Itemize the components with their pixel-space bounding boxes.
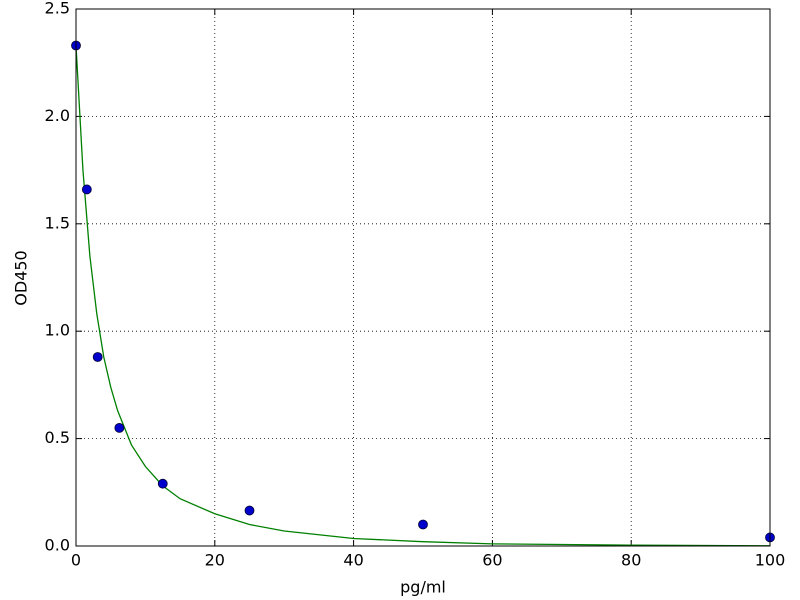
data-point	[81, 184, 92, 195]
y-tick-label: 1.0	[45, 321, 70, 340]
y-tick-label: 0.0	[45, 536, 70, 555]
plot-frame	[75, 8, 771, 547]
data-point	[92, 352, 103, 362]
x-tick-label: 60	[482, 551, 502, 570]
x-tick-label: 80	[621, 551, 641, 570]
y-tick-label: 1.5	[45, 213, 70, 232]
data-point	[157, 478, 168, 489]
x-tick-label: 40	[343, 551, 363, 570]
x-tick-label: 20	[205, 551, 225, 570]
x-tick-label: 100	[755, 551, 786, 570]
data-point	[114, 422, 125, 433]
y-tick-label: 0.5	[45, 428, 70, 447]
x-axis-label: pg/ml	[400, 578, 446, 597]
x-tick-label: 0	[71, 551, 81, 570]
y-axis-label: OD450	[12, 250, 31, 305]
y-tick-label: 2.5	[45, 0, 70, 18]
y-tick-label: 2.0	[45, 106, 70, 125]
fit-line	[75, 45, 771, 547]
data-point	[244, 505, 255, 516]
data-point	[418, 519, 428, 530]
